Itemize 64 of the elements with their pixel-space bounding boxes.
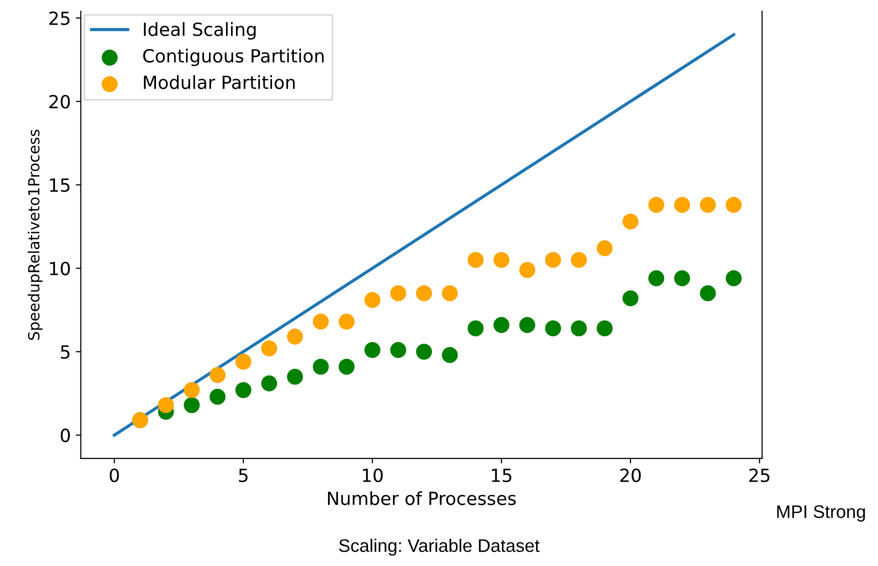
y-axis-title: SpeedupRelativeto1Process <box>28 130 43 340</box>
y-tick-label: 10 <box>50 262 70 276</box>
point <box>648 270 664 286</box>
y-tick-label: 15 <box>50 178 70 192</box>
point <box>519 317 536 333</box>
point <box>390 342 406 358</box>
x-axis-title: Number of Processes <box>328 491 516 506</box>
y-tick-label: 0 <box>60 428 70 442</box>
x-tick-label: 15 <box>492 468 512 482</box>
point <box>158 397 174 414</box>
point <box>648 196 664 213</box>
point <box>596 240 613 256</box>
text: MPI Strong <box>777 505 865 522</box>
point <box>235 354 252 370</box>
point <box>184 382 200 398</box>
point <box>261 340 278 356</box>
point <box>674 196 690 213</box>
point <box>184 397 200 414</box>
point <box>622 290 638 306</box>
point <box>312 358 329 375</box>
point <box>570 252 587 268</box>
point <box>338 314 355 330</box>
point <box>726 196 742 213</box>
point <box>390 285 406 302</box>
x-tick-label: 10 <box>362 468 383 482</box>
x-tick-label: 5 <box>239 468 248 482</box>
point <box>468 320 484 336</box>
point <box>726 270 742 286</box>
point <box>364 292 380 308</box>
x-tick-label: 25 <box>749 468 770 482</box>
legend-label: Ideal Scaling <box>144 22 256 40</box>
point <box>596 320 613 336</box>
point <box>416 344 432 360</box>
point <box>622 214 638 230</box>
y-tick-label: 5 <box>60 345 70 359</box>
point <box>442 285 458 302</box>
point <box>287 328 303 345</box>
point <box>312 314 329 330</box>
point <box>674 270 690 286</box>
text: Scaling: Variable Dataset <box>339 538 540 556</box>
point <box>287 368 303 385</box>
point <box>700 285 716 302</box>
legend-label: Contiguous Partition <box>143 48 324 66</box>
point <box>235 382 252 398</box>
point <box>545 320 562 336</box>
point <box>210 388 226 405</box>
point <box>493 317 510 333</box>
x-tick-label: 0 <box>110 468 119 482</box>
point <box>442 347 458 363</box>
point <box>700 196 716 213</box>
point <box>210 367 226 384</box>
point <box>364 342 380 358</box>
y-tick-label: 25 <box>49 11 70 26</box>
y-tick-label: 20 <box>49 94 70 109</box>
x-tick-label: 20 <box>620 468 641 482</box>
legend-label: Modular Partition <box>144 75 295 90</box>
point <box>468 252 484 268</box>
point <box>519 262 536 278</box>
point <box>261 375 278 392</box>
point <box>545 252 562 268</box>
point <box>570 320 587 336</box>
point <box>338 358 355 375</box>
point <box>416 285 432 302</box>
point <box>493 252 510 268</box>
